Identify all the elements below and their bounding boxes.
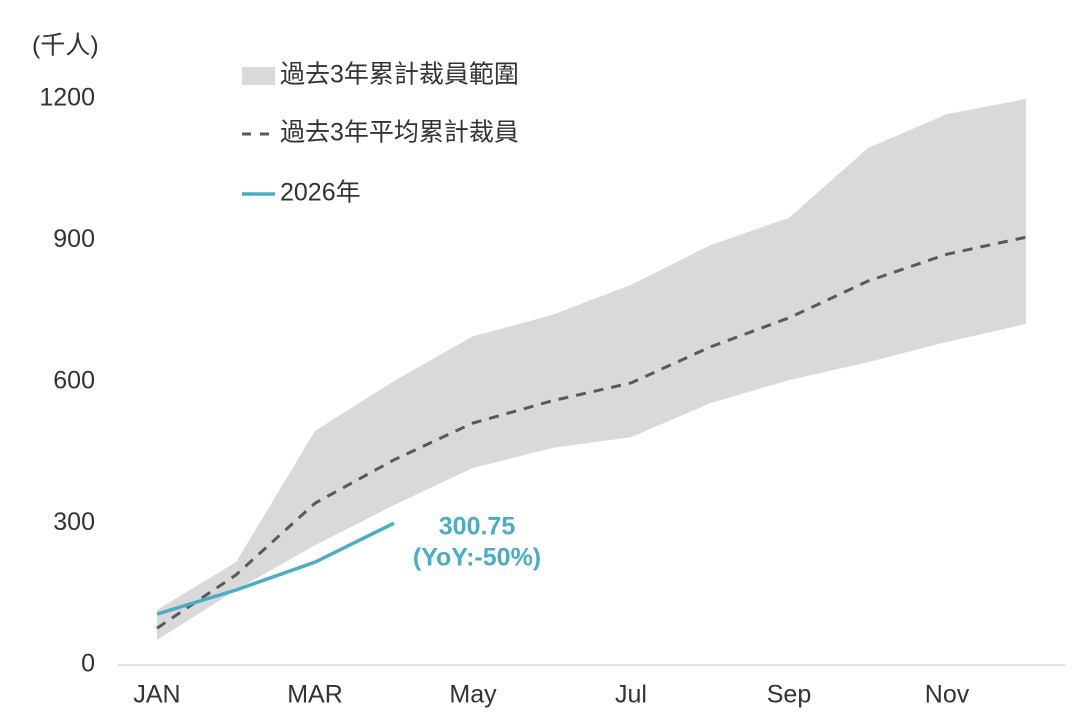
y-tick-label: 600 <box>53 367 95 395</box>
legend-label: 2026年 <box>280 179 361 207</box>
x-tick-label: MAR <box>287 681 343 709</box>
x-tick-label: May <box>449 681 497 709</box>
data-label: 300.75 <box>439 513 516 541</box>
y-tick-label: 900 <box>53 225 95 253</box>
legend-swatch <box>242 67 275 85</box>
y-axis-label: (千人) <box>32 32 99 60</box>
range-band <box>157 99 1026 641</box>
annotation: (YoY:-50%) <box>413 544 541 572</box>
current-line <box>156 521 395 616</box>
legend-label: 過去3年平均累計裁員 <box>280 119 519 147</box>
average-line <box>156 235 1027 630</box>
y-tick-label: 300 <box>53 508 95 536</box>
x-tick-label: Sep <box>767 681 811 709</box>
x-tick-label: JAN <box>133 681 180 709</box>
legend-label: 過去3年累計裁員範圍 <box>280 61 519 89</box>
x-tick-label: Jul <box>615 681 647 709</box>
y-tick-label: 0 <box>81 650 95 678</box>
x-tick-label: Nov <box>925 681 970 709</box>
y-tick-label: 1200 <box>39 84 95 112</box>
